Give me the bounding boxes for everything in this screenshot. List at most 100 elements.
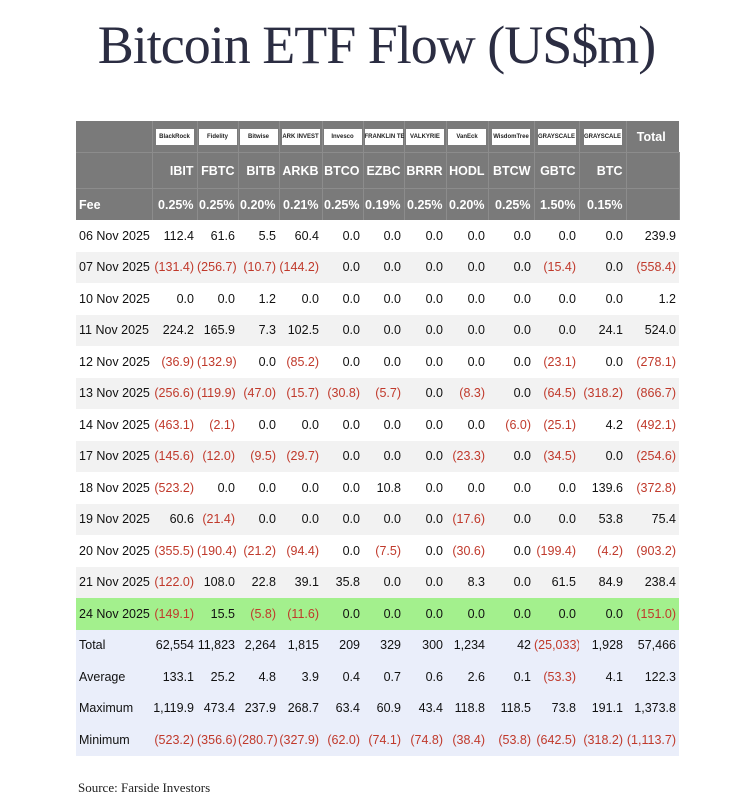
ticker-header: BRRR xyxy=(404,152,447,189)
summary-value: 1,119.9 xyxy=(152,692,197,724)
flow-value: 0.0 xyxy=(383,417,401,432)
flow-value: 0.0 xyxy=(301,480,319,495)
summary-value: 2,264 xyxy=(238,629,279,661)
flow-value: (12.0) xyxy=(197,440,238,472)
flow-value: 0.0 xyxy=(342,543,360,558)
issuer-logo: GRAYSCALE xyxy=(537,128,576,145)
flow-value: 0.0 xyxy=(383,291,401,306)
flow-value: (47.0) xyxy=(238,377,279,409)
issuer-logo-cell: WisdomTree xyxy=(488,121,535,153)
flow-value: 0.0 xyxy=(217,291,235,306)
page-title: Bitcoin ETF Flow (US$m) xyxy=(97,15,657,75)
flow-value: 0.0 xyxy=(238,503,279,535)
flow-value: (122.0) xyxy=(152,566,197,598)
ticker-header: EZBC xyxy=(363,152,405,189)
flow-value: 0.0 xyxy=(467,417,485,432)
flow-value: 238.4 xyxy=(626,566,679,598)
ticker-header: IBIT xyxy=(152,152,198,189)
flow-value: 224.2 xyxy=(152,314,197,346)
flow-value: 0.0 xyxy=(605,228,623,243)
flow-value: 0.0 xyxy=(342,480,360,495)
summary-value: 62,554 xyxy=(152,629,197,661)
flow-value: (199.4) xyxy=(536,543,576,558)
flow-value: (8.3) xyxy=(446,377,488,409)
issuer-logo: GRAYSCALE xyxy=(583,128,622,145)
flow-value: 0.0 xyxy=(363,314,404,346)
date-cell: 24 Nov 2025 xyxy=(76,598,152,630)
flow-value: (15.4) xyxy=(534,251,579,283)
flow-value: (30.6) xyxy=(452,543,485,558)
total-header: Total xyxy=(626,121,679,153)
ticker-row: IBIT FBTC BITB ARKB BTCO EZBC BRRR HODL BTCW GBTC… xyxy=(76,152,680,189)
date-cell: 12 Nov 2025 xyxy=(79,354,150,369)
corner-cell xyxy=(76,121,153,153)
flow-value: 0.0 xyxy=(558,480,576,495)
summary-value: (53.3) xyxy=(534,661,579,693)
flow-value: 24.1 xyxy=(579,314,626,346)
flow-value: 0.0 xyxy=(258,354,276,369)
summary-value: 57,466 xyxy=(626,629,679,661)
flow-value: (4.2) xyxy=(597,543,623,558)
summary-value: (523.2) xyxy=(152,724,197,756)
issuer-logo-cell: Bitwise xyxy=(238,121,280,153)
flow-value: 22.8 xyxy=(238,566,279,598)
flow-value: (10.7) xyxy=(238,251,279,283)
flow-value: 524.0 xyxy=(626,314,679,346)
flow-value: (355.5) xyxy=(154,543,194,558)
summary-value: 122.3 xyxy=(626,661,679,693)
date-cell: 19 Nov 2025 xyxy=(76,503,152,535)
issuer-logo: Invesco xyxy=(323,128,362,145)
flow-value: 5.5 xyxy=(258,228,276,243)
flow-value: 60.4 xyxy=(294,228,319,243)
summary-label: Maximum xyxy=(76,692,152,724)
flow-value: (492.1) xyxy=(636,417,676,432)
flow-value: 35.8 xyxy=(322,566,363,598)
flow-value: 0.0 xyxy=(488,566,534,598)
flow-value: (523.2) xyxy=(154,480,194,495)
issuer-logo: BlackRock xyxy=(155,128,194,145)
flow-value: 0.0 xyxy=(513,480,531,495)
flow-value: 239.9 xyxy=(644,228,676,243)
issuer-logo: FRANKLIN TEMPLETON xyxy=(364,128,403,145)
flow-value: (144.2) xyxy=(279,251,322,283)
issuer-logo: Bitwise xyxy=(239,128,278,145)
flow-value: (5.7) xyxy=(363,377,404,409)
flow-value: (190.4) xyxy=(197,543,237,558)
summary-value: (74.8) xyxy=(404,724,446,756)
flow-value: 165.9 xyxy=(197,314,238,346)
flow-value: (6.0) xyxy=(505,417,531,432)
flow-value: 0.0 xyxy=(513,228,531,243)
summary-row: Maximum 1,119.9 473.4 237.9 268.7 63.4 60.9 43.… xyxy=(76,692,679,724)
flow-value: 0.0 xyxy=(176,291,194,306)
summary-value: 191.1 xyxy=(579,692,626,724)
flow-value: 0.0 xyxy=(579,598,626,630)
summary-value: 0.6 xyxy=(404,661,446,693)
flow-value: 0.0 xyxy=(342,417,360,432)
flow-value: 7.3 xyxy=(238,314,279,346)
flow-value: 0.0 xyxy=(322,503,363,535)
summary-value: 118.8 xyxy=(446,692,488,724)
flow-value: 0.0 xyxy=(467,354,485,369)
flow-value: 0.0 xyxy=(322,314,363,346)
issuer-logo: VALKYRIE xyxy=(406,128,444,145)
flow-value: 0.0 xyxy=(322,440,363,472)
flow-value: 0.0 xyxy=(513,543,531,558)
table-row: 18 Nov 2025 (523.2) 0.0 0.0 0.0 0.0 10.8 0.0 0.0… xyxy=(76,472,679,504)
flow-value: (5.8) xyxy=(238,598,279,630)
summary-value: 268.7 xyxy=(279,692,322,724)
fee-value xyxy=(626,188,680,220)
flow-value: 0.0 xyxy=(605,291,623,306)
flow-value: 0.0 xyxy=(425,228,443,243)
flow-value: (903.2) xyxy=(636,543,676,558)
fee-value: 0.25% xyxy=(152,188,198,220)
flow-value: 0.0 xyxy=(342,228,360,243)
issuer-logo-cell: GRAYSCALE xyxy=(579,121,627,153)
source-note: Source: Farside Investors xyxy=(78,780,211,795)
date-cell: 18 Nov 2025 xyxy=(79,480,150,495)
issuer-logo-cell: BlackRock xyxy=(152,121,198,153)
flow-value: 0.0 xyxy=(363,440,404,472)
date-cell: 07 Nov 2025 xyxy=(76,251,152,283)
summary-value: 118.5 xyxy=(488,692,534,724)
flow-value: 10.8 xyxy=(376,480,401,495)
ticker-header: BTCW xyxy=(488,152,535,189)
